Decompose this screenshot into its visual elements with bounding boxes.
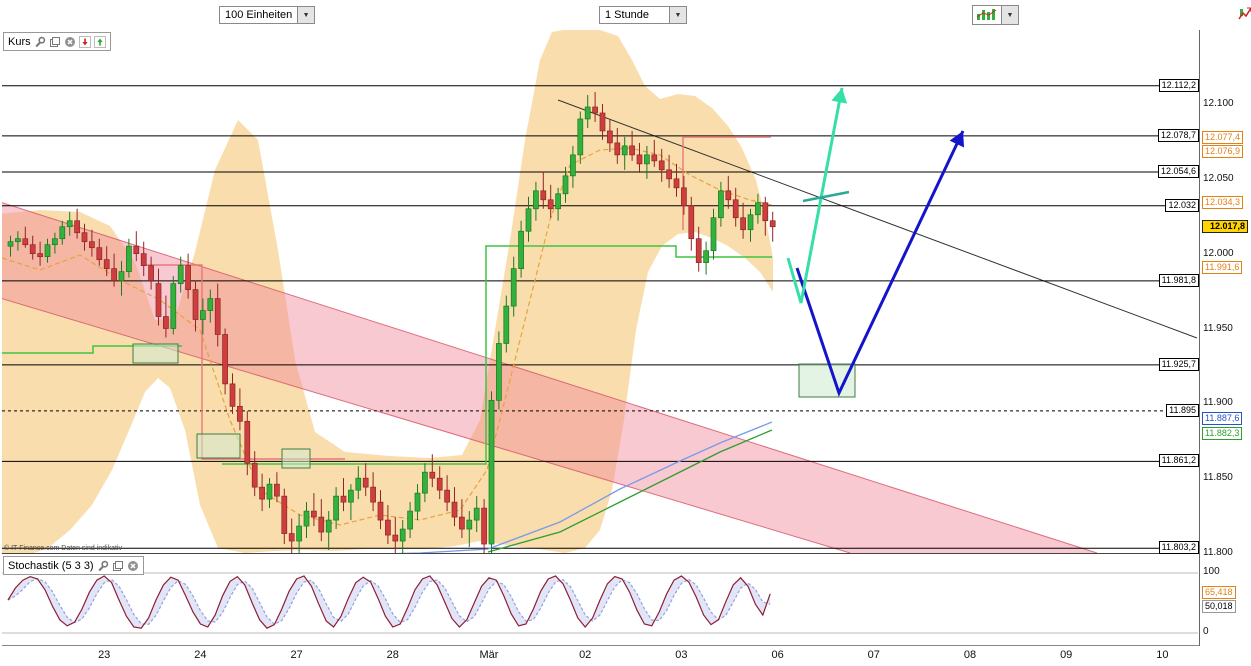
timeframe-value: 1 Stunde [605, 9, 650, 21]
stochastic-pane-title: Stochastik (5 3 3) [8, 559, 94, 572]
wrench-icon[interactable] [34, 36, 46, 48]
move-pane-down-icon[interactable] [78, 35, 91, 48]
wrench-icon[interactable] [97, 560, 109, 572]
units-dropdown-arrow-icon[interactable]: ▼ [297, 7, 314, 23]
price-pane-title: Kurs [8, 35, 31, 48]
chart-style-icon [973, 7, 1001, 23]
close-icon[interactable] [64, 36, 76, 48]
timeframe-combobox[interactable]: 1 Stunde ▼ [599, 6, 687, 24]
chart-type-dropdown-arrow-icon[interactable]: ▼ [1001, 6, 1018, 24]
price-pane-header: Kurs [3, 32, 111, 51]
indicator-logo-icon[interactable] [1238, 4, 1251, 26]
copyright-note: © IT-Finance.com Daten sind indikativ [4, 545, 122, 552]
close-icon[interactable] [127, 560, 139, 572]
units-value: 100 Einheiten [225, 9, 293, 21]
chart-type-button[interactable]: ▼ [972, 5, 1019, 25]
top-toolbar: 100 Einheiten ▼ 1 Stunde ▼ ▼ [0, 0, 1251, 30]
stochastic-pane-header: Stochastik (5 3 3) [3, 556, 144, 575]
move-pane-up-icon[interactable] [93, 35, 106, 48]
timeframe-dropdown-arrow-icon[interactable]: ▼ [669, 7, 686, 23]
detach-window-icon[interactable] [49, 36, 61, 48]
detach-window-icon[interactable] [112, 560, 124, 572]
units-combobox[interactable]: 100 Einheiten ▼ [219, 6, 315, 24]
